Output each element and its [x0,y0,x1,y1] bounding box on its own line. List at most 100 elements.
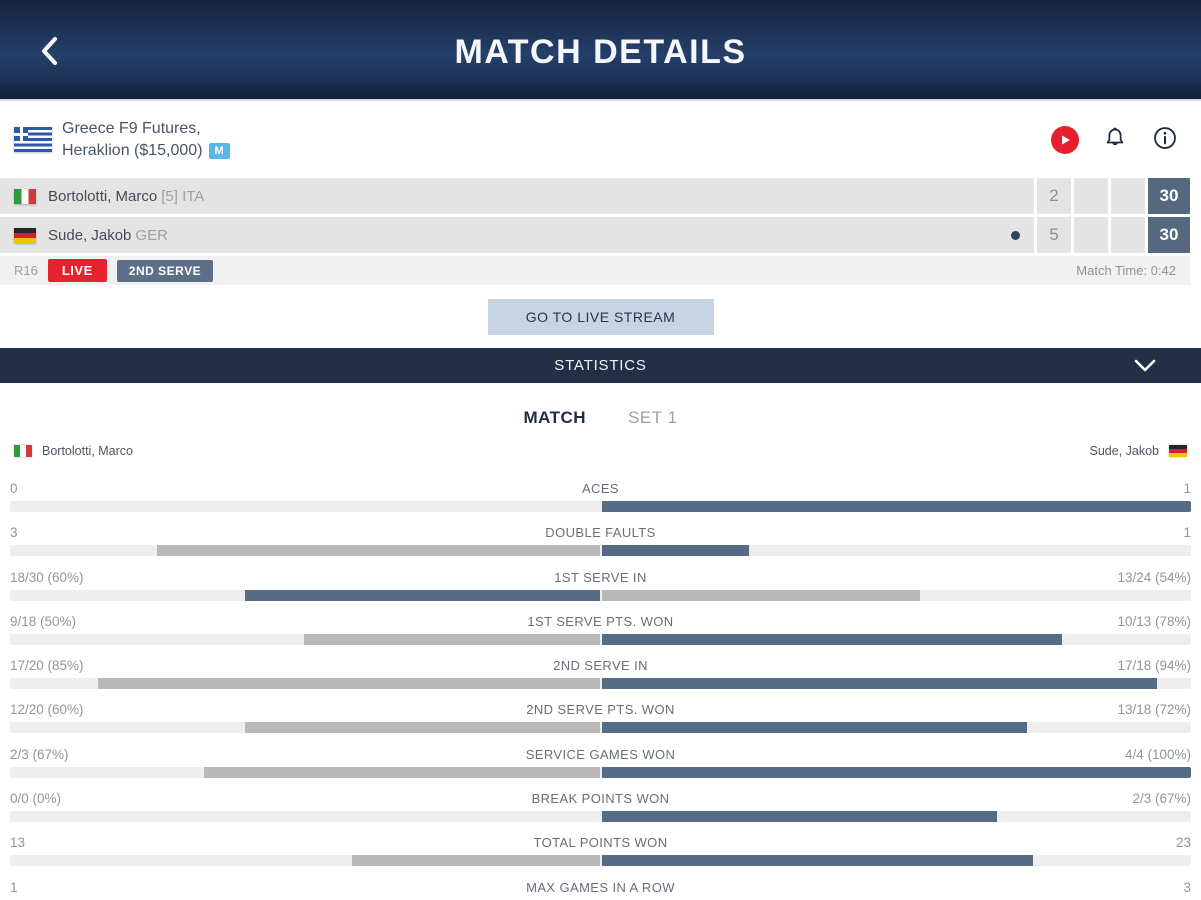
round-label: R16 [14,263,38,278]
stat-bar-right [601,811,998,823]
stat-label: MAX GAMES IN A ROW [526,879,675,895]
stat-bar-left [245,722,600,734]
stat-row: 1 MAX GAMES IN A ROW 3 [10,874,1191,900]
stat-row: 3 DOUBLE FAULTS 1 [10,519,1191,563]
stat-bar-left [97,678,600,690]
stat-row: 0/0 (0%) BREAK POINTS WON 2/3 (67%) [10,785,1191,829]
stat-bar-left [245,589,600,601]
bell-icon [1102,125,1128,154]
go-to-live-stream-button[interactable]: GO TO LIVE STREAM [487,298,714,335]
germany-flag-icon [14,227,36,243]
stat-label: DOUBLE FAULTS [545,525,656,541]
player2-strip: Sude, Jakob GER [0,217,1034,253]
stat-bar-track [10,633,1191,645]
stat-left-value: 12/20 (60%) [10,702,84,718]
score-row-player2: Sude, Jakob GER 5 30 [0,217,1190,253]
italy-flag-icon [14,188,36,204]
player1-set1-score: 2 [1037,178,1071,214]
stat-right-value: 10/13 (78%) [1117,613,1191,629]
player1-set3-cell [1111,178,1145,214]
score-row-player1: Bortolotti, Marco [5] ITA 2 30 [0,178,1190,214]
notifications-button[interactable] [1099,124,1131,156]
stat-left-value: 18/30 (60%) [10,569,84,585]
live-stream-button[interactable] [1049,124,1081,156]
stat-right-value: 13/18 (72%) [1117,702,1191,718]
stat-bar-right [601,722,1027,734]
stat-bar-right [601,633,1063,645]
stat-right-value: 1 [1183,481,1191,496]
stat-bar-left [156,545,600,557]
stat-bar-track [10,722,1191,734]
stat-label: BREAK POINTS WON [531,791,670,807]
stat-right-value: 23 [1175,835,1191,851]
stat-bar-left [351,855,600,867]
player1-set2-cell [1074,178,1108,214]
stat-bar-right [601,501,1191,512]
player2-set3-cell [1111,217,1145,253]
stat-label: 2ND SERVE IN [553,658,648,674]
stat-row: 13 TOTAL POINTS WON 23 [10,829,1191,873]
stat-row: 17/20 (85%) 2ND SERVE IN 17/18 (94%) [10,652,1191,696]
stat-left-value: 0 [10,481,18,496]
player2-set1-score: 5 [1037,217,1071,253]
tournament-name-line2: Heraklion ($15,000) M [62,140,230,162]
player1-game-points: 30 [1148,178,1190,214]
stat-right-value: 2/3 (67%) [1132,791,1191,807]
stats-rows: 0 ACES 1 3 DOUBLE FAULTS 1 18/30 (60%) 1… [0,475,1201,900]
stat-left-value: 2/3 (67%) [10,746,69,762]
stat-row: 2/3 (67%) SERVICE GAMES WON 4/4 (100%) [10,741,1191,785]
stat-label: ACES [581,481,619,496]
stat-right-value: 4/4 (100%) [1124,746,1191,762]
stat-bar-right [601,678,1157,690]
tab-match[interactable]: MATCH [523,406,586,430]
stat-right-value: 13/24 (54%) [1117,569,1191,585]
statistics-section-header[interactable]: STATISTICS [0,348,1201,383]
info-button[interactable] [1149,124,1181,156]
statistics-title: STATISTICS [554,357,647,374]
chevron-down-icon [1134,359,1156,377]
player2-set2-cell [1074,217,1108,253]
stat-row: 0 ACES 1 [10,475,1191,519]
stat-left-value: 13 [10,835,26,851]
stat-label: 1ST SERVE PTS. WON [527,613,674,629]
serve-indicator [1011,230,1020,240]
stats-players-row: Bortolotti, Marco Sude, Jakob [0,442,1201,460]
player1-seed-country: [5] ITA [161,187,205,205]
player2-country: GER [135,226,168,244]
tournament-bar: Greece F9 Futures, Heraklion ($15,000) M [0,101,1201,178]
stat-bar-track [10,545,1191,557]
stat-bar-left [203,766,600,778]
tab-set1[interactable]: SET 1 [628,406,677,430]
player2-name: Sude, Jakob GER [48,226,168,244]
stat-bar-track [10,855,1191,867]
stat-bar-right [601,766,1191,778]
tournament-title: Greece F9 Futures, Heraklion ($15,000) M [62,118,230,162]
stat-label: 1ST SERVE IN [554,569,647,585]
info-icon [1152,125,1178,154]
chevron-left-icon [38,36,62,70]
stat-bar-track [10,501,1191,512]
live-badge: LIVE [47,259,107,282]
stat-right-value: 17/18 (94%) [1117,658,1191,674]
stat-right-value: 1 [1183,525,1191,541]
app-header: MATCH DETAILS [0,0,1201,101]
player1-name: Bortolotti, Marco [5] ITA [48,187,205,205]
player2-game-points: 30 [1148,217,1190,253]
stat-left-value: 1 [10,879,18,895]
stat-row: 9/18 (50%) 1ST SERVE PTS. WON 10/13 (78%… [10,608,1191,652]
scoreboard: Bortolotti, Marco [5] ITA 2 30 Sude, Jako… [0,178,1190,253]
stats-player-left: Bortolotti, Marco [14,444,133,458]
back-button[interactable] [30,32,70,72]
stats-tabs: MATCH SET 1 [0,406,1201,430]
stats-player-right-name: Sude, Jakob [1089,444,1160,458]
stat-bar-right [601,545,750,557]
stats-player-right: Sude, Jakob [1089,444,1187,458]
stats-player-left-name: Bortolotti, Marco [42,444,134,458]
stat-left-value: 0/0 (0%) [10,791,62,807]
men-category-badge: M [208,142,230,159]
stat-bar-right [601,855,1033,867]
stat-label: 2ND SERVE PTS. WON [526,702,675,718]
page-title: MATCH DETAILS [454,33,747,71]
match-time: Match Time: 0:42 [1076,263,1176,278]
stat-bar-track [10,811,1191,823]
